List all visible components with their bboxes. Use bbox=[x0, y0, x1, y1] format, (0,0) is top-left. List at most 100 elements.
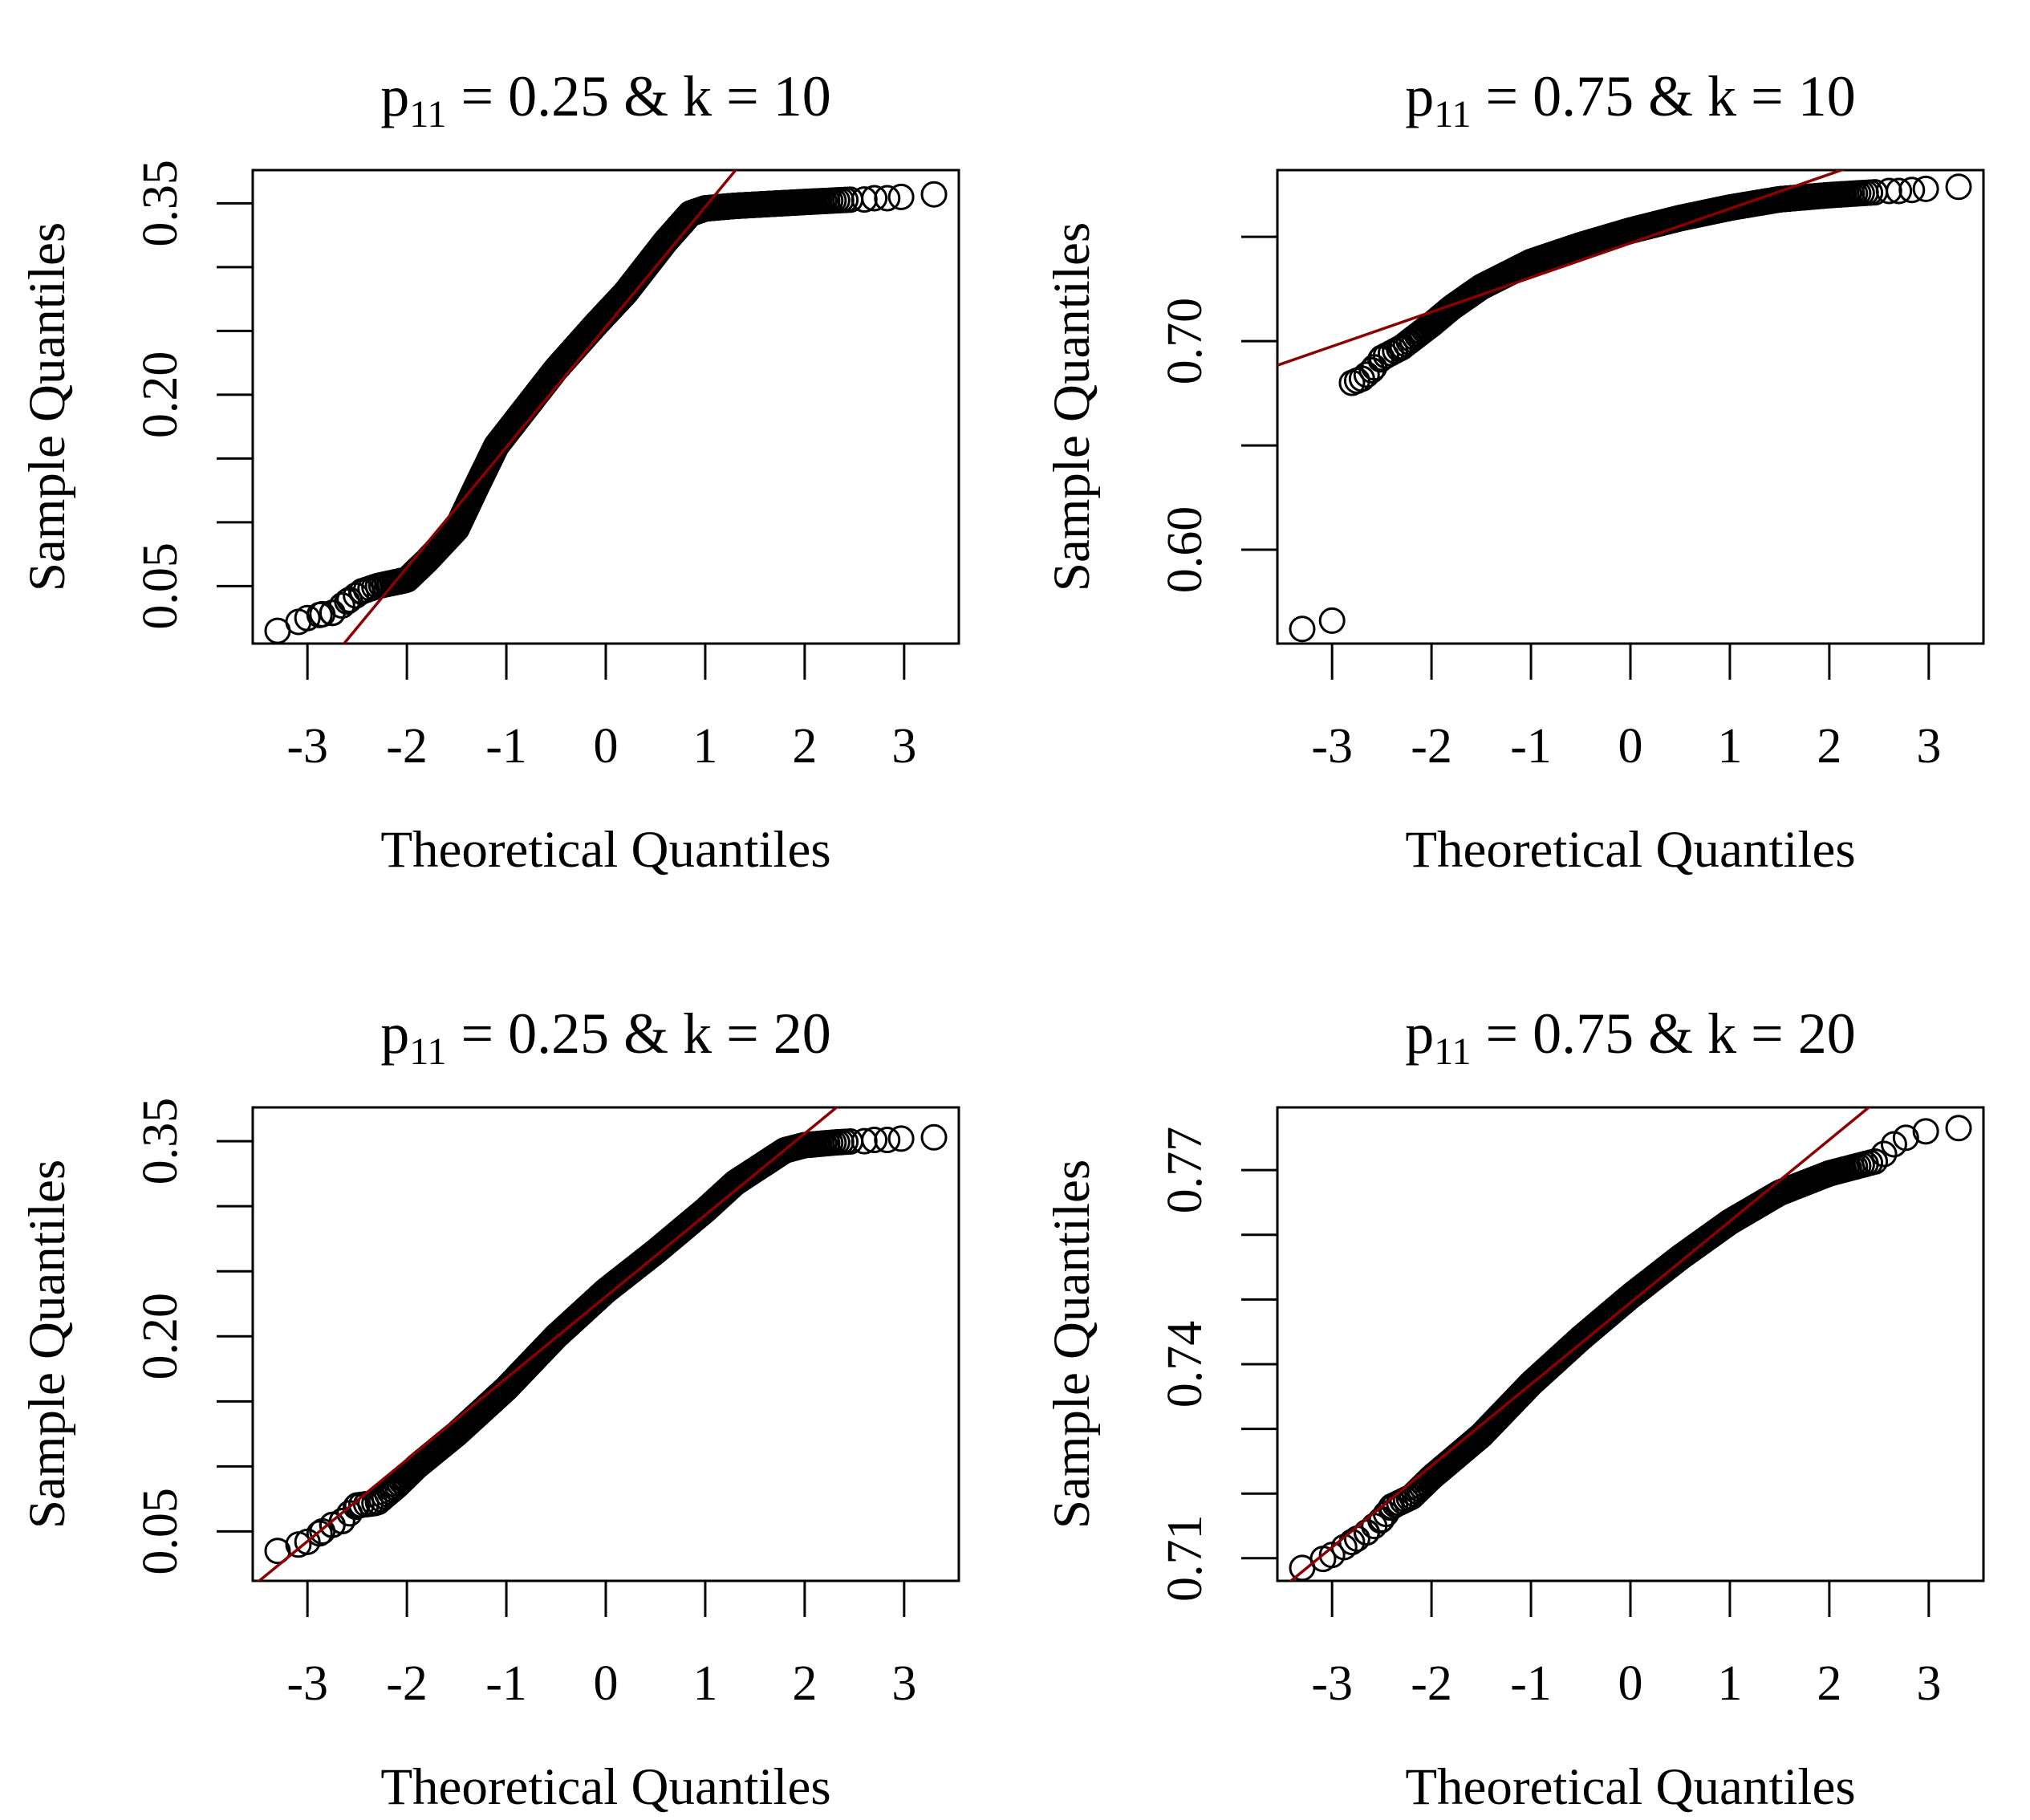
x-tick-label: 0 bbox=[1618, 719, 1643, 774]
x-tick-label: -3 bbox=[286, 719, 328, 774]
x-tick-label: -1 bbox=[1510, 719, 1552, 774]
x-tick-label: -1 bbox=[1510, 1656, 1552, 1711]
x-tick-label: 3 bbox=[1916, 719, 1941, 774]
title-rest: = 0.75 & k = 20 bbox=[1472, 1001, 1856, 1066]
sample-point bbox=[334, 588, 361, 615]
sample-point bbox=[1912, 175, 1939, 202]
qq-panel-2: p11 = 0.75 & k = 10 -3 -2 -1 0 1 2 3 0.60 0.70 The… bbox=[1043, 64, 1985, 879]
x-tick-label: 3 bbox=[1916, 1656, 1941, 1711]
sample-points bbox=[264, 181, 948, 644]
x-tick-label: 2 bbox=[1817, 1656, 1841, 1711]
y-tick-label: 0.74 bbox=[1158, 1321, 1212, 1408]
sample-point bbox=[294, 604, 321, 632]
y-tick-label: 0.20 bbox=[133, 1293, 188, 1380]
sample-point bbox=[1898, 177, 1926, 204]
x-axis-label: Theoretical Quantiles bbox=[380, 1758, 830, 1816]
sample-point bbox=[1318, 1542, 1346, 1569]
y-tick-label: 0.20 bbox=[133, 351, 188, 439]
sample-point bbox=[1862, 1148, 1889, 1175]
sample-point bbox=[920, 181, 948, 208]
sample-points bbox=[1289, 1115, 1972, 1582]
sample-point bbox=[861, 1127, 888, 1154]
y-tick-label: 0.05 bbox=[133, 542, 188, 630]
y-tick-label: 0.05 bbox=[133, 1488, 188, 1575]
title-subscript: 11 bbox=[409, 93, 446, 136]
sample-point bbox=[348, 578, 376, 605]
x-tick-label: 0 bbox=[1618, 1656, 1643, 1711]
title-rest: = 0.75 & k = 10 bbox=[1472, 64, 1856, 128]
y-tick-label: 0.70 bbox=[1158, 298, 1212, 385]
x-tick-label: 3 bbox=[891, 1656, 916, 1711]
title-base: p bbox=[1405, 64, 1434, 128]
title-subscript: 11 bbox=[409, 1030, 446, 1073]
x-tick-label: 1 bbox=[1717, 1656, 1742, 1711]
qq-reference-line bbox=[1289, 1107, 1871, 1581]
x-tick-label: -3 bbox=[286, 1656, 328, 1711]
sample-point bbox=[1289, 1554, 1316, 1582]
sample-point bbox=[1912, 1118, 1939, 1145]
y-tick-label: 0.71 bbox=[1158, 1515, 1212, 1603]
y-tick-label: 0.60 bbox=[1158, 506, 1212, 594]
x-tick-label: -3 bbox=[1311, 719, 1353, 774]
panel-title: p11 = 0.25 & k = 20 bbox=[380, 1001, 830, 1073]
sample-point bbox=[1870, 1140, 1898, 1168]
sample-point bbox=[920, 1123, 948, 1151]
sample-point bbox=[1945, 173, 1972, 201]
sample-point bbox=[1353, 361, 1380, 388]
sample-point bbox=[861, 185, 888, 212]
sample-point bbox=[309, 600, 336, 628]
sample-points bbox=[1289, 173, 1972, 643]
sample-point bbox=[1886, 177, 1913, 205]
sample-point bbox=[264, 1538, 291, 1565]
x-tick-label: -3 bbox=[1311, 1656, 1353, 1711]
y-axis-label: Sample Quantiles bbox=[18, 222, 76, 591]
x-tick-label: 1 bbox=[692, 719, 717, 774]
sample-point bbox=[887, 183, 915, 210]
x-tick-label: 0 bbox=[594, 1656, 619, 1711]
panel-title: p11 = 0.75 & k = 20 bbox=[1405, 1001, 1855, 1073]
x-tick-label: -2 bbox=[386, 1656, 428, 1711]
x-tick-label: -1 bbox=[485, 1656, 527, 1711]
title-base: p bbox=[1405, 1001, 1434, 1066]
x-axis-label: Theoretical Quantiles bbox=[380, 821, 830, 879]
x-tick-label: 2 bbox=[792, 1656, 817, 1711]
title-base: p bbox=[380, 1001, 409, 1066]
x-tick-label: -2 bbox=[1411, 719, 1452, 774]
sample-point bbox=[1945, 1115, 1972, 1142]
x-tick-label: -2 bbox=[1411, 1656, 1452, 1711]
y-tick-label: 0.35 bbox=[133, 160, 188, 247]
sample-point bbox=[343, 1492, 371, 1519]
panel-title: p11 = 0.25 & k = 10 bbox=[380, 64, 830, 136]
x-tick-label: 2 bbox=[792, 719, 817, 774]
x-tick-label: 1 bbox=[1717, 719, 1742, 774]
plot-frame bbox=[251, 1106, 960, 1582]
plot-frame bbox=[251, 169, 960, 645]
sample-point bbox=[1892, 1124, 1919, 1152]
sample-point bbox=[874, 1127, 901, 1154]
qq-reference-line bbox=[257, 1107, 839, 1581]
x-tick-label: -1 bbox=[485, 719, 527, 774]
x-axis-label: Theoretical Quantiles bbox=[1405, 1758, 1855, 1816]
y-axis-label: Sample Quantiles bbox=[1043, 222, 1101, 591]
qq-panel-3: p11 = 0.25 & k = 20 -3 -2 -1 0 1 2 3 0.05 0.20 0.3… bbox=[18, 1001, 960, 1816]
title-base: p bbox=[380, 64, 409, 128]
y-axis-label: Sample Quantiles bbox=[18, 1160, 76, 1529]
sample-points bbox=[264, 1123, 948, 1565]
sample-point bbox=[1318, 607, 1346, 634]
panel-title: p11 = 0.75 & k = 10 bbox=[1405, 64, 1855, 136]
y-axis-label: Sample Quantiles bbox=[1043, 1160, 1101, 1529]
x-tick-label: -2 bbox=[386, 719, 428, 774]
sample-point bbox=[1388, 334, 1415, 361]
x-tick-label: 1 bbox=[692, 1656, 717, 1711]
qq-panel-4: p11 = 0.75 & k = 20 -3 -2 -1 0 1 2 3 0.71 0.74 0.7… bbox=[1043, 1001, 1985, 1816]
y-tick-label: 0.35 bbox=[133, 1098, 188, 1185]
x-tick-label: 3 bbox=[891, 719, 916, 774]
sample-point bbox=[1289, 615, 1316, 643]
x-tick-label: 0 bbox=[594, 719, 619, 774]
y-tick-label: 0.77 bbox=[1158, 1127, 1212, 1214]
title-rest: = 0.25 & k = 10 bbox=[447, 64, 831, 128]
sample-point bbox=[264, 617, 291, 644]
qq-reference-line bbox=[1277, 170, 1846, 367]
qq-panel-1: p11 = 0.25 & k = 10 -3 -2 -1 0 1 2 3 0.05 0.20 0.3… bbox=[18, 64, 960, 879]
